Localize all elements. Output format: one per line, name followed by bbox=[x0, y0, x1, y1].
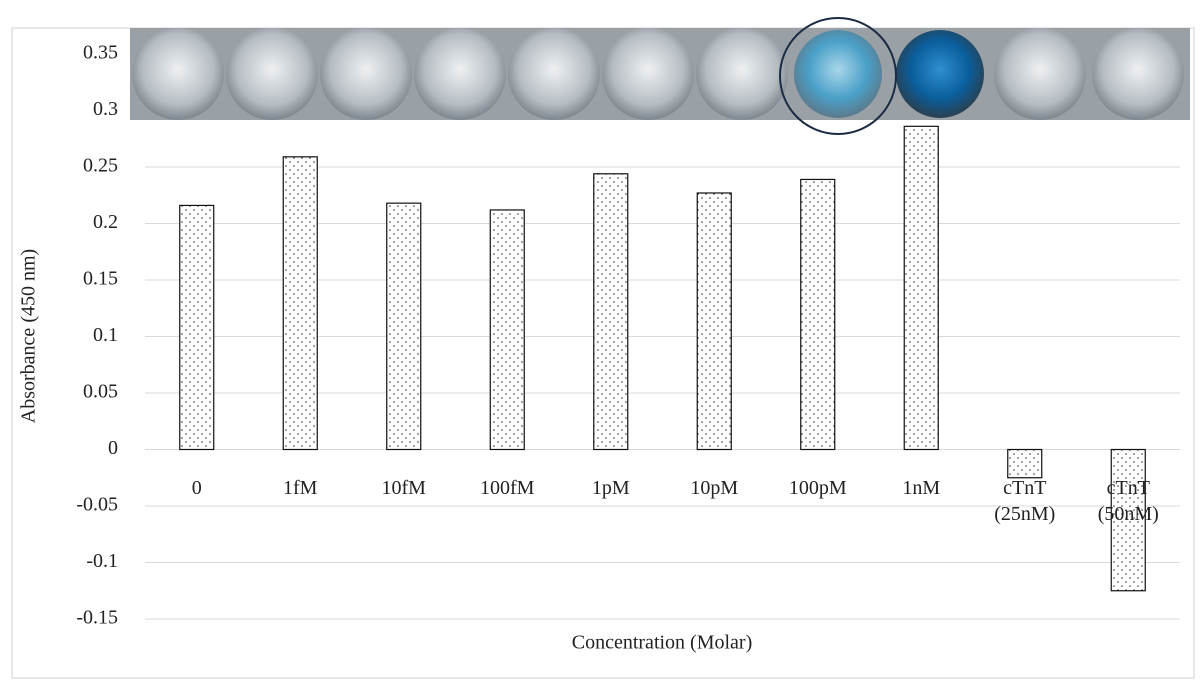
y-axis-title: Absorbance (450 nm) bbox=[18, 249, 40, 423]
x-axis-title: Concentration (Molar) bbox=[572, 632, 753, 654]
body: Absorbance (450 nm) Concentration (Molar… bbox=[0, 0, 1200, 684]
bar bbox=[490, 210, 524, 450]
bar bbox=[1008, 450, 1042, 478]
x-tick-label: 10fM bbox=[352, 475, 456, 501]
page: {"chart_data": {"type": "bar", "x_label"… bbox=[0, 0, 1200, 684]
bar bbox=[801, 179, 835, 449]
x-tick-label: 100pM bbox=[766, 475, 870, 501]
y-tick-label: -0.05 bbox=[76, 494, 118, 516]
x-tick-label: 10pM bbox=[662, 475, 766, 501]
x-tick-label: 1pM bbox=[559, 475, 663, 501]
y-tick-label: 0 bbox=[108, 437, 118, 459]
plate-photo bbox=[130, 18, 1190, 134]
bar bbox=[697, 193, 731, 450]
bar bbox=[387, 203, 421, 449]
x-tick-label: 0 bbox=[145, 475, 249, 501]
x-tick-label: cTnT (25nM) bbox=[973, 475, 1077, 527]
y-tick-label: 0.15 bbox=[83, 268, 118, 290]
bar bbox=[180, 205, 214, 449]
y-tick-label: 0.05 bbox=[83, 381, 118, 403]
bar bbox=[283, 157, 317, 450]
y-tick-label: 0.3 bbox=[93, 98, 118, 120]
y-tick-label: 0.35 bbox=[83, 42, 118, 64]
y-tick-label: 0.1 bbox=[93, 324, 118, 346]
chart: Absorbance (450 nm) Concentration (Molar… bbox=[0, 0, 1200, 684]
x-tick-label: 100fM bbox=[455, 475, 559, 501]
x-tick-label: 1fM bbox=[248, 475, 352, 501]
bar bbox=[904, 126, 938, 449]
x-tick-label: cTnT (50nM) bbox=[1076, 475, 1180, 527]
bar bbox=[594, 174, 628, 450]
y-tick-label: 0.2 bbox=[93, 211, 118, 233]
y-tick-label: -0.15 bbox=[76, 607, 118, 629]
x-tick-label: 1nM bbox=[869, 475, 973, 501]
y-tick-label: -0.1 bbox=[86, 550, 118, 572]
y-tick-label: 0.25 bbox=[83, 155, 118, 177]
